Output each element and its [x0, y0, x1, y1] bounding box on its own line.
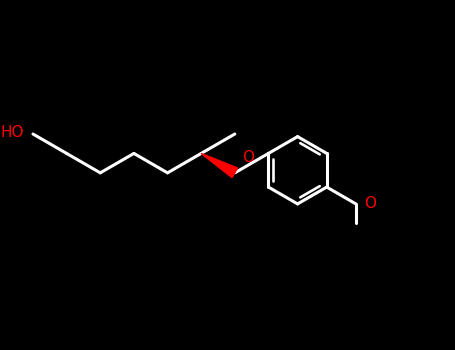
Text: HO: HO [0, 125, 24, 140]
Polygon shape [201, 153, 238, 178]
Text: O: O [364, 196, 376, 211]
Text: O: O [243, 150, 254, 165]
